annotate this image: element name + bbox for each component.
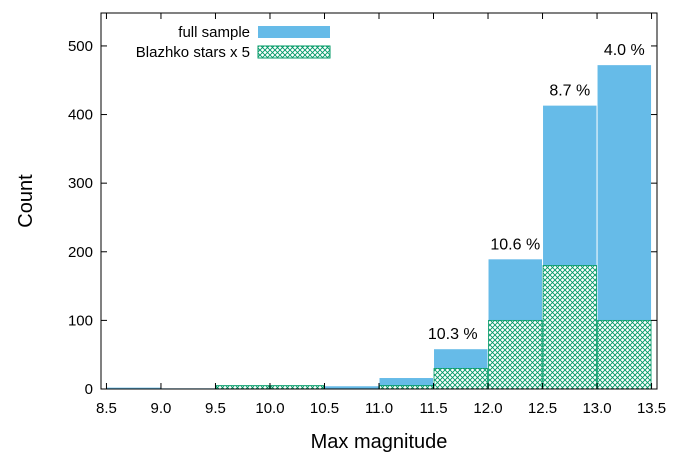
x-tick-label: 10.0 — [255, 400, 284, 417]
annotation: 8.7 % — [549, 83, 590, 100]
x-tick-label: 9.5 — [205, 400, 226, 417]
x-tick-label: 11.0 — [365, 400, 393, 417]
x-tick-label: 12.0 — [473, 400, 502, 417]
bar — [379, 378, 434, 389]
bar — [106, 387, 161, 389]
x-tick-label: 12.5 — [528, 400, 557, 417]
hatched-bar — [597, 319, 652, 390]
annotation: 10.3 % — [428, 326, 478, 343]
hatched-bar — [215, 385, 270, 390]
y-tick-label: 100 — [68, 312, 93, 329]
y-tick-label: 200 — [68, 244, 93, 261]
x-tick-label: 9.0 — [151, 400, 172, 417]
x-tick-label: 8.5 — [96, 400, 117, 417]
hatched-bar — [433, 368, 488, 390]
bars — [106, 65, 652, 390]
annotation: 4.0 % — [604, 42, 645, 59]
x-axis-title: Max magnitude — [311, 431, 448, 453]
hatched-bar — [542, 265, 597, 390]
legend-swatch — [258, 26, 330, 38]
annotation: 10.6 % — [490, 236, 540, 253]
y-tick-label: 500 — [68, 38, 93, 55]
hatched-bar — [488, 319, 543, 390]
x-tick-label: 13.0 — [582, 400, 611, 417]
legend-label: Blazhko stars x 5 — [136, 44, 250, 61]
y-axis-title: Count — [15, 174, 37, 228]
legend-swatch — [257, 45, 331, 59]
y-tick-label: 400 — [68, 107, 93, 124]
hatched-bar — [379, 385, 434, 390]
x-tick-label: 10.5 — [310, 400, 339, 417]
bar — [324, 386, 379, 389]
x-tick-label: 13.5 — [637, 400, 666, 417]
hatched-bar — [270, 385, 325, 390]
x-tick-label: 11.5 — [419, 400, 447, 417]
y-tick-label: 300 — [68, 175, 93, 192]
legend-label: full sample — [178, 24, 250, 41]
y-tick-label: 0 — [85, 381, 93, 398]
